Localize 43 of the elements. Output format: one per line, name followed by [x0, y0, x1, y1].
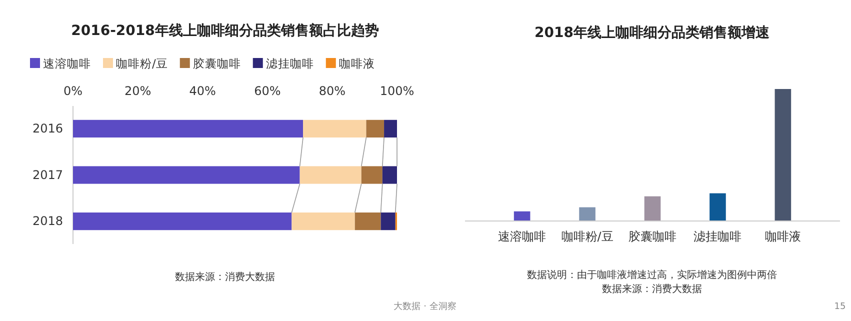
legend-label: 咖啡液 — [338, 56, 375, 70]
y-tick-label: 2018 — [32, 214, 63, 228]
bar — [73, 212, 292, 230]
source-note: 数据来源：消费大数据 — [602, 283, 702, 295]
x-tick-label: 40% — [189, 84, 216, 98]
bar — [303, 120, 366, 138]
text: 数据说明：由于咖啡液增速过高，实际增速为图例中两倍 — [527, 269, 777, 281]
y-tick-label: 2017 — [32, 168, 63, 182]
text: 15 — [834, 302, 846, 312]
bar — [644, 196, 661, 221]
bar — [73, 166, 300, 184]
x-tick-label: 0% — [63, 84, 83, 98]
x-tick-label: 滤挂咖啡 — [694, 230, 742, 244]
chart-title: 2016-2018年线上咖啡细分品类销售额占比趋势 — [71, 22, 379, 39]
bar — [382, 166, 397, 184]
bar — [354, 212, 381, 230]
text: 大数据 · 全洞察 — [394, 301, 456, 312]
legend-label: 胶囊咖啡 — [192, 56, 241, 70]
x-tick-label: 60% — [254, 84, 281, 98]
x-tick-label: 20% — [124, 84, 152, 98]
bar — [774, 89, 792, 221]
y-tick-label: 2016 — [32, 122, 63, 136]
legend-label: 速溶咖啡 — [43, 56, 91, 70]
x-tick-label: 咖啡液 — [764, 230, 801, 244]
bar — [361, 166, 382, 184]
source-note: 数据来源：消费大数据 — [175, 271, 275, 283]
x-tick-label: 速溶咖啡 — [498, 230, 546, 244]
x-tick-label: 咖啡粉/豆 — [561, 230, 614, 244]
bar — [292, 212, 355, 230]
bar — [514, 211, 530, 221]
bar — [579, 207, 596, 221]
bar — [380, 212, 396, 230]
bar — [710, 193, 726, 221]
legend-label: 滤挂咖啡 — [266, 56, 314, 70]
legend-label: 咖啡粉/豆 — [116, 56, 168, 70]
bar — [384, 120, 397, 138]
chart-title: 2018年线上咖啡细分品类销售额增速 — [534, 24, 770, 41]
x-tick-label: 100% — [380, 84, 414, 98]
bar — [73, 120, 304, 138]
bar — [366, 120, 384, 138]
x-tick-label: 80% — [318, 84, 346, 98]
bar — [300, 166, 362, 184]
x-tick-label: 胶囊咖啡 — [628, 230, 676, 244]
